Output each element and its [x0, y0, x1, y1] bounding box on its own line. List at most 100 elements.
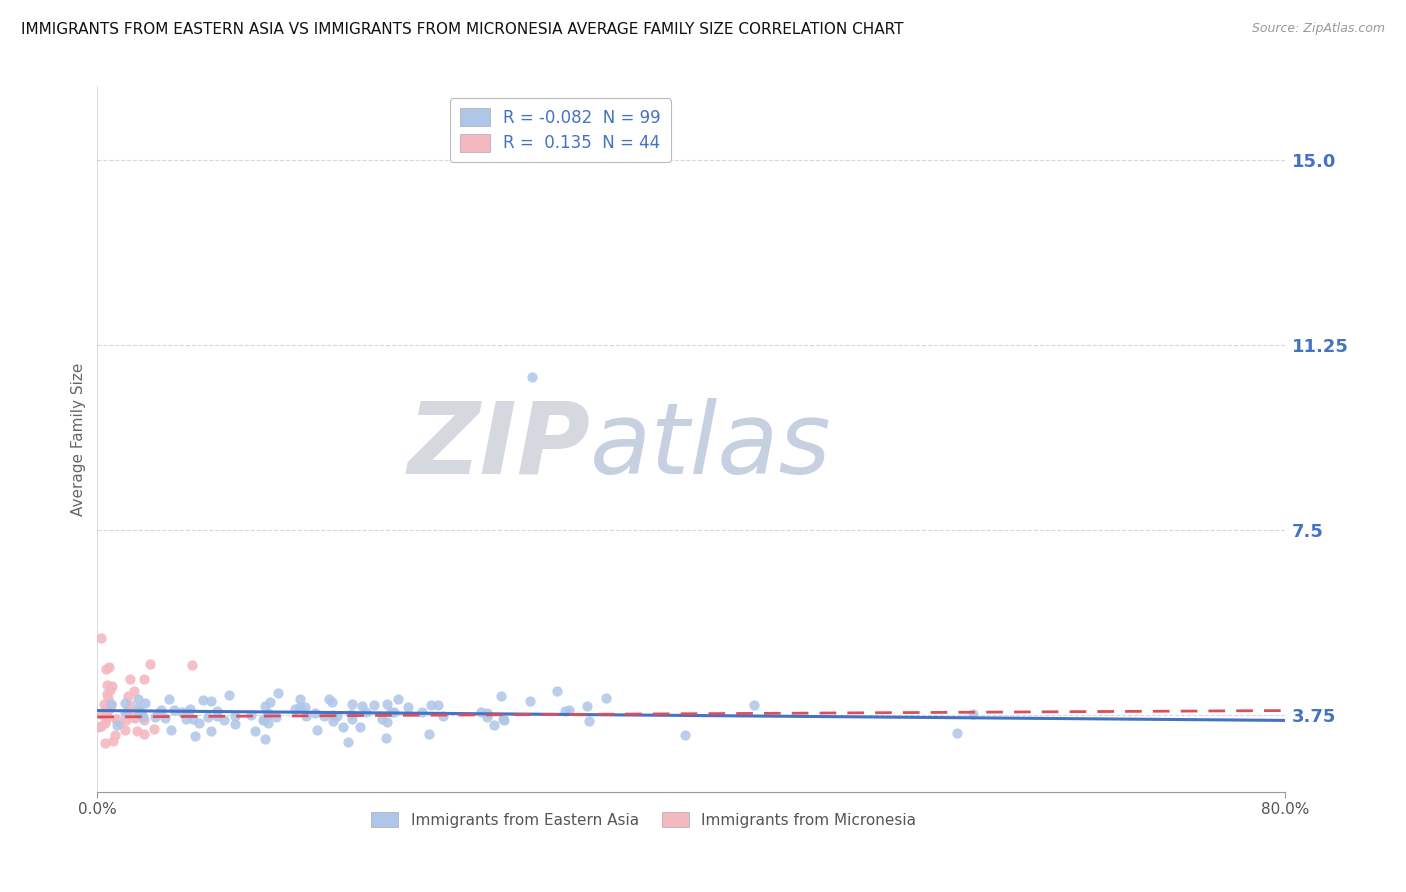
- Point: [93, 698, 115, 712]
- Point: [337, 735, 360, 749]
- Point: [491, 689, 513, 703]
- Point: [128, 706, 150, 721]
- Point: [363, 698, 385, 712]
- Point: [240, 707, 263, 722]
- Point: [259, 695, 281, 709]
- Point: [321, 695, 343, 709]
- Point: [98, 660, 121, 674]
- Point: [115, 704, 138, 718]
- Point: [127, 701, 149, 715]
- Point: [98, 702, 121, 716]
- Point: [257, 706, 280, 720]
- Point: [163, 703, 186, 717]
- Point: [170, 706, 193, 720]
- Point: [253, 698, 276, 713]
- Point: [492, 713, 515, 727]
- Point: [94, 712, 117, 726]
- Point: [339, 707, 361, 722]
- Point: [114, 696, 136, 710]
- Point: [742, 698, 765, 712]
- Point: [96, 662, 118, 676]
- Point: [94, 701, 117, 715]
- Point: [114, 706, 136, 720]
- Point: [332, 720, 354, 734]
- Point: [142, 723, 165, 737]
- Y-axis label: Average Family Size: Average Family Size: [72, 362, 86, 516]
- Point: [94, 716, 117, 731]
- Point: [576, 698, 599, 713]
- Point: [224, 717, 246, 731]
- Point: [148, 706, 170, 721]
- Point: [89, 706, 111, 721]
- Point: [419, 698, 441, 712]
- Point: [96, 704, 118, 718]
- Point: [252, 713, 274, 727]
- Point: [382, 706, 405, 720]
- Point: [520, 370, 543, 384]
- Point: [174, 712, 197, 726]
- Point: [157, 691, 180, 706]
- Point: [104, 712, 127, 726]
- Point: [290, 692, 312, 706]
- Point: [191, 693, 214, 707]
- Point: [104, 728, 127, 742]
- Point: [253, 732, 276, 747]
- Point: [380, 705, 402, 719]
- Legend: Immigrants from Eastern Asia, Immigrants from Micronesia: Immigrants from Eastern Asia, Immigrants…: [364, 805, 922, 834]
- Point: [349, 720, 371, 734]
- Point: [325, 709, 347, 723]
- Point: [150, 703, 173, 717]
- Point: [218, 688, 240, 702]
- Point: [100, 698, 122, 712]
- Point: [243, 724, 266, 739]
- Point: [411, 705, 433, 719]
- Point: [318, 692, 340, 706]
- Point: [129, 705, 152, 719]
- Point: [132, 673, 155, 687]
- Point: [176, 705, 198, 719]
- Text: Source: ZipAtlas.com: Source: ZipAtlas.com: [1251, 22, 1385, 36]
- Point: [128, 704, 150, 718]
- Point: [184, 729, 207, 743]
- Point: [264, 709, 287, 723]
- Point: [132, 713, 155, 727]
- Point: [124, 711, 146, 725]
- Point: [387, 691, 409, 706]
- Point: [90, 719, 112, 733]
- Point: [118, 673, 141, 687]
- Point: [294, 700, 316, 714]
- Point: [121, 710, 143, 724]
- Point: [181, 658, 204, 673]
- Point: [197, 710, 219, 724]
- Point: [426, 698, 449, 712]
- Point: [554, 704, 576, 718]
- Point: [100, 679, 122, 693]
- Point: [546, 683, 568, 698]
- Point: [207, 704, 229, 718]
- Point: [114, 723, 136, 737]
- Point: [257, 715, 280, 730]
- Point: [312, 708, 335, 723]
- Point: [134, 696, 156, 710]
- Point: [356, 706, 378, 720]
- Point: [114, 714, 136, 728]
- Point: [673, 728, 696, 742]
- Point: [284, 702, 307, 716]
- Point: [375, 714, 398, 729]
- Point: [96, 688, 118, 702]
- Point: [267, 686, 290, 700]
- Point: [200, 724, 222, 739]
- Point: [96, 678, 118, 692]
- Point: [117, 690, 139, 704]
- Point: [962, 706, 984, 721]
- Point: [155, 711, 177, 725]
- Point: [257, 707, 280, 722]
- Point: [595, 691, 617, 706]
- Point: [432, 709, 454, 723]
- Point: [578, 714, 600, 728]
- Point: [294, 709, 316, 723]
- Point: [492, 712, 515, 726]
- Text: ZIP: ZIP: [408, 398, 591, 495]
- Point: [127, 692, 149, 706]
- Point: [482, 717, 505, 731]
